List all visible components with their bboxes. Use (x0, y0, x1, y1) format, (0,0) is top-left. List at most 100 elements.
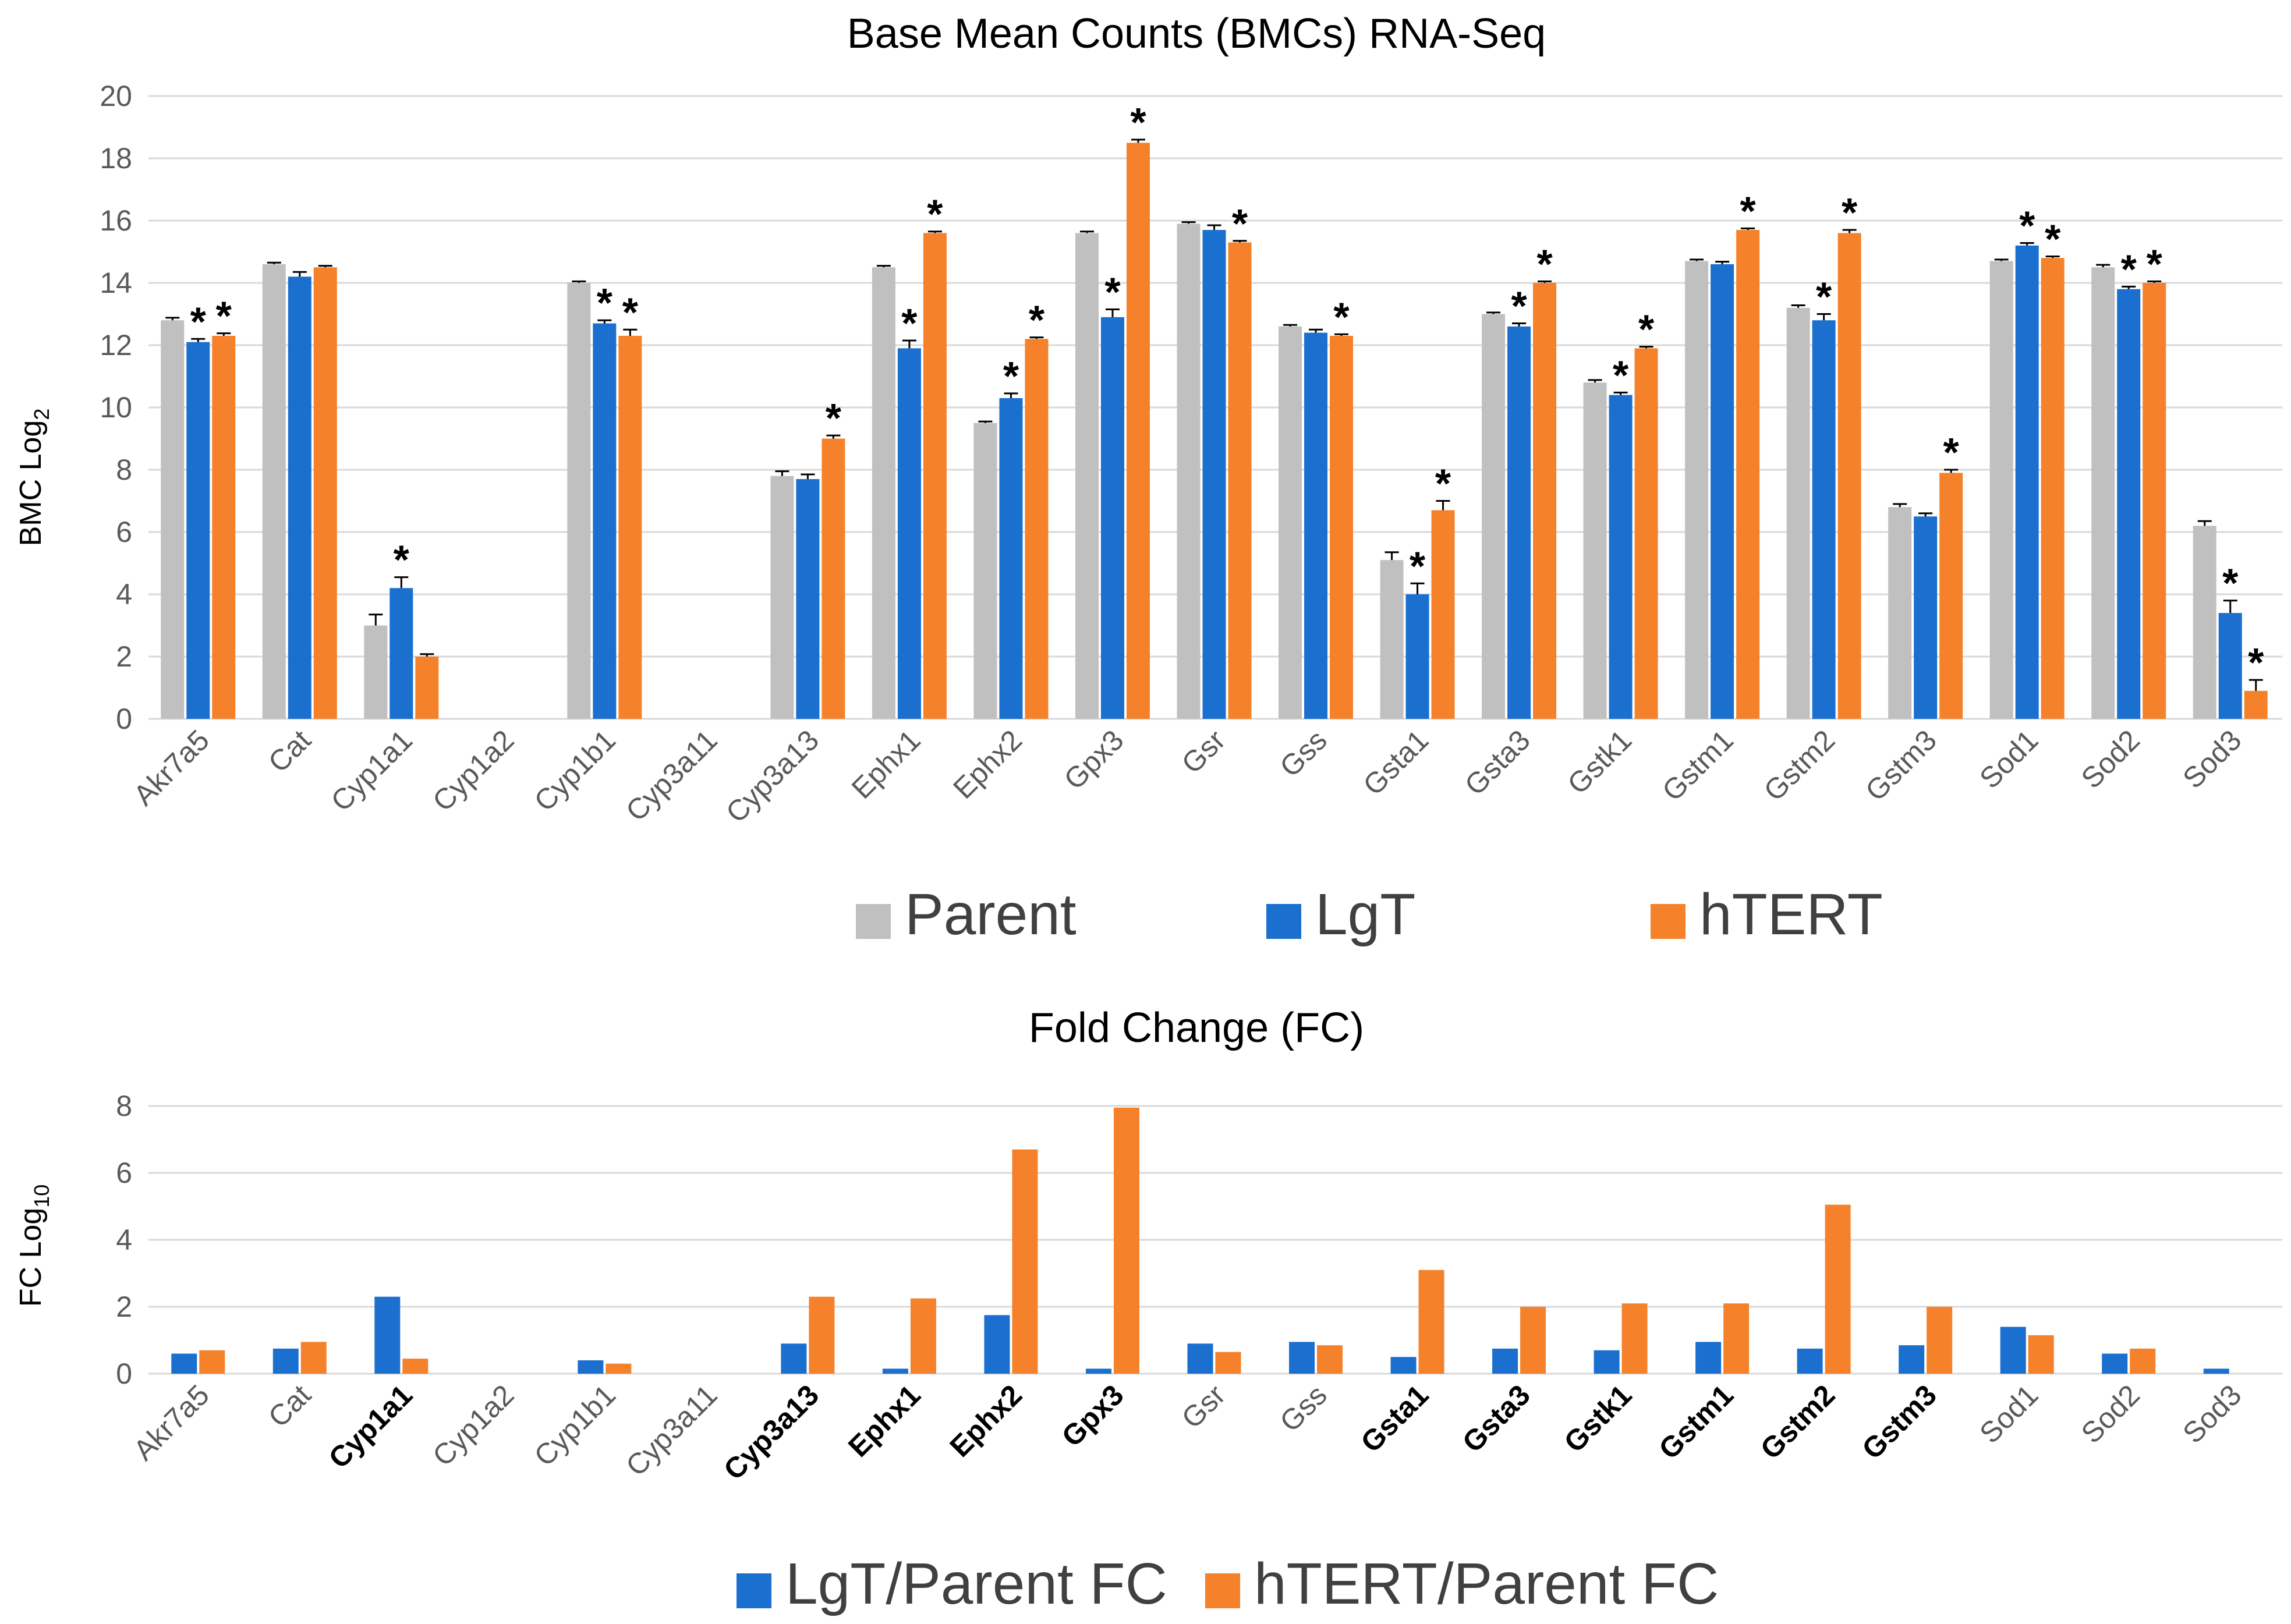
y-tick-label: 14 (100, 267, 132, 299)
bar-lgt-cyp1a1 (389, 588, 413, 719)
bar-lgt-cyp3a13 (796, 479, 820, 719)
significance-star-htert-gsta1: * (1435, 461, 1451, 506)
significance-star-lgt-gsta3: * (1511, 283, 1527, 329)
bmc-chart-bars: * *** ********************* ** *** (161, 100, 2268, 719)
bar-htert-ephx2 (1025, 339, 1049, 719)
y-tick-label: 0 (116, 1357, 132, 1390)
significance-star-lgt-ephx2: * (1003, 353, 1019, 399)
bar-parent-gpx3 (1075, 233, 1099, 719)
significance-star-lgt-gstk1: * (1613, 352, 1629, 398)
bar-lgt-cyp1b1 (593, 323, 617, 719)
bar-parent-gstm1 (1685, 261, 1709, 719)
significance-star-htert-ephx1: * (927, 192, 943, 237)
bar-lgt-gss (1304, 332, 1328, 719)
y-tick-label: 18 (100, 142, 132, 175)
bar-parent-cyp1b1 (567, 283, 591, 719)
significance-star-lgt-gsta1: * (1410, 543, 1426, 588)
significance-star-lgt-ephx1: * (901, 300, 918, 346)
bar-lgt-gsr (1202, 230, 1226, 719)
bar-parent-cyp1a1 (364, 625, 388, 719)
legend-swatch-htert-parent-fc (1205, 1573, 1240, 1608)
legend-label-parent: Parent (905, 882, 1077, 947)
bar-lgt-parent-fc-gstm1 (1695, 1342, 1722, 1374)
bar-lgt-parent-fc-sod3 (2203, 1368, 2229, 1374)
y-tick-label: 2 (116, 1290, 132, 1323)
bar-parent-gsta3 (1482, 314, 1506, 719)
bar-parent-sod2 (2091, 267, 2115, 719)
bar-parent-gss (1279, 326, 1302, 719)
bar-htert-parent-fc-gstm2 (1825, 1204, 1851, 1374)
bar-lgt-parent-fc-ephx2 (984, 1315, 1010, 1374)
bar-htert-parent-fc-sod2 (2130, 1348, 2156, 1374)
significance-star-lgt-cyp1a1: * (394, 537, 410, 583)
y-tick-label: 20 (100, 80, 132, 112)
bar-lgt-parent-fc-gstm2 (1797, 1348, 1823, 1374)
bar-htert-gsta3 (1533, 283, 1557, 719)
bar-lgt-sod2 (2117, 289, 2141, 719)
bar-htert-sod2 (2143, 283, 2166, 719)
y-tick-label: 6 (116, 1157, 132, 1189)
bar-htert-akr7a5 (212, 335, 236, 719)
bar-lgt-gstm3 (1914, 516, 1938, 719)
bar-htert-cyp1b1 (618, 335, 642, 719)
bar-lgt-sod3 (2218, 613, 2242, 719)
bmc-chart-y-axis-label: BMC Log2 (14, 409, 54, 547)
bar-parent-gstm3 (1888, 507, 1912, 719)
bar-lgt-parent-fc-gsta3 (1492, 1348, 1518, 1374)
bar-htert-parent-fc-ephx2 (1012, 1149, 1038, 1374)
fold-change-chart-y-axis-label: FC Log10 (14, 1185, 54, 1307)
legend-label-htert-parent-fc: hTERT/Parent FC (1254, 1551, 1719, 1616)
significance-star-htert-sod1: * (2045, 217, 2061, 262)
bar-parent-akr7a5 (161, 320, 185, 719)
significance-star-lgt-sod3: * (2222, 561, 2239, 606)
legend-label-lgt: LgT (1315, 882, 1415, 947)
bar-lgt-parent-fc-gstm3 (1899, 1345, 1925, 1374)
bar-htert-parent-fc-gstk1 (1621, 1303, 1648, 1374)
bar-htert-sod1 (2041, 258, 2065, 719)
bar-htert-cyp1a1 (415, 657, 439, 719)
bar-lgt-parent-fc-cyp1a1 (374, 1296, 401, 1374)
bar-htert-gstm1 (1736, 230, 1760, 719)
bar-parent-cat (262, 264, 286, 719)
bar-htert-cyp3a13 (821, 438, 845, 719)
bar-htert-parent-fc-ephx1 (910, 1298, 936, 1374)
y-tick-label: 2 (116, 640, 132, 673)
bar-htert-parent-fc-cat (300, 1342, 327, 1374)
bar-lgt-parent-fc-cat (272, 1348, 299, 1374)
legend-swatch-parent (856, 904, 891, 939)
significance-star-htert-ephx2: * (1029, 297, 1045, 343)
bar-parent-ephx1 (872, 267, 895, 719)
bar-htert-parent-fc-gsta3 (1520, 1307, 1546, 1374)
y-tick-label: 6 (116, 516, 132, 548)
significance-star-lgt-gpx3: * (1104, 269, 1121, 314)
significance-star-htert-gstm2: * (1842, 190, 1858, 235)
significance-star-lgt-sod2: * (2121, 246, 2137, 292)
bar-lgt-parent-fc-gss (1289, 1342, 1315, 1374)
significance-star-lgt-gstm2: * (1816, 274, 1832, 320)
bar-htert-cat (313, 267, 337, 719)
legend-label-lgt-parent-fc: LgT/Parent FC (785, 1551, 1167, 1616)
y-tick-label: 0 (116, 703, 132, 735)
significance-star-lgt-sod1: * (2019, 203, 2035, 249)
significance-star-htert-gstm3: * (1943, 430, 1960, 475)
bar-lgt-parent-fc-gsr (1187, 1343, 1213, 1374)
bar-lgt-gstk1 (1609, 395, 1633, 719)
bmc-chart-legend: Parent LgT hTERT (856, 882, 1883, 947)
fold-change-chart-y-ticks: 0 2 4 6 8 (116, 1090, 132, 1390)
bar-htert-parent-fc-gss (1317, 1345, 1343, 1374)
significance-star-lgt-cyp1b1: * (597, 280, 613, 325)
bar-htert-parent-fc-cyp3a13 (809, 1296, 835, 1374)
bar-parent-gsta1 (1380, 560, 1404, 719)
significance-star-htert-cyp1b1: * (622, 289, 639, 335)
bmc-chart-title: Base Mean Counts (BMCs) RNA-Seq (847, 10, 1546, 57)
bar-lgt-parent-fc-gstk1 (1594, 1350, 1620, 1374)
y-tick-label: 8 (116, 453, 132, 486)
bar-lgt-parent-fc-sod2 (2102, 1353, 2128, 1374)
y-tick-label: 8 (116, 1090, 132, 1122)
fold-change-chart-bars (171, 1107, 2229, 1374)
significance-star-htert-sod2: * (2147, 241, 2163, 286)
bar-lgt-parent-fc-ephx1 (882, 1368, 908, 1374)
bar-parent-gsr (1177, 224, 1201, 719)
bar-htert-gss (1330, 335, 1354, 719)
